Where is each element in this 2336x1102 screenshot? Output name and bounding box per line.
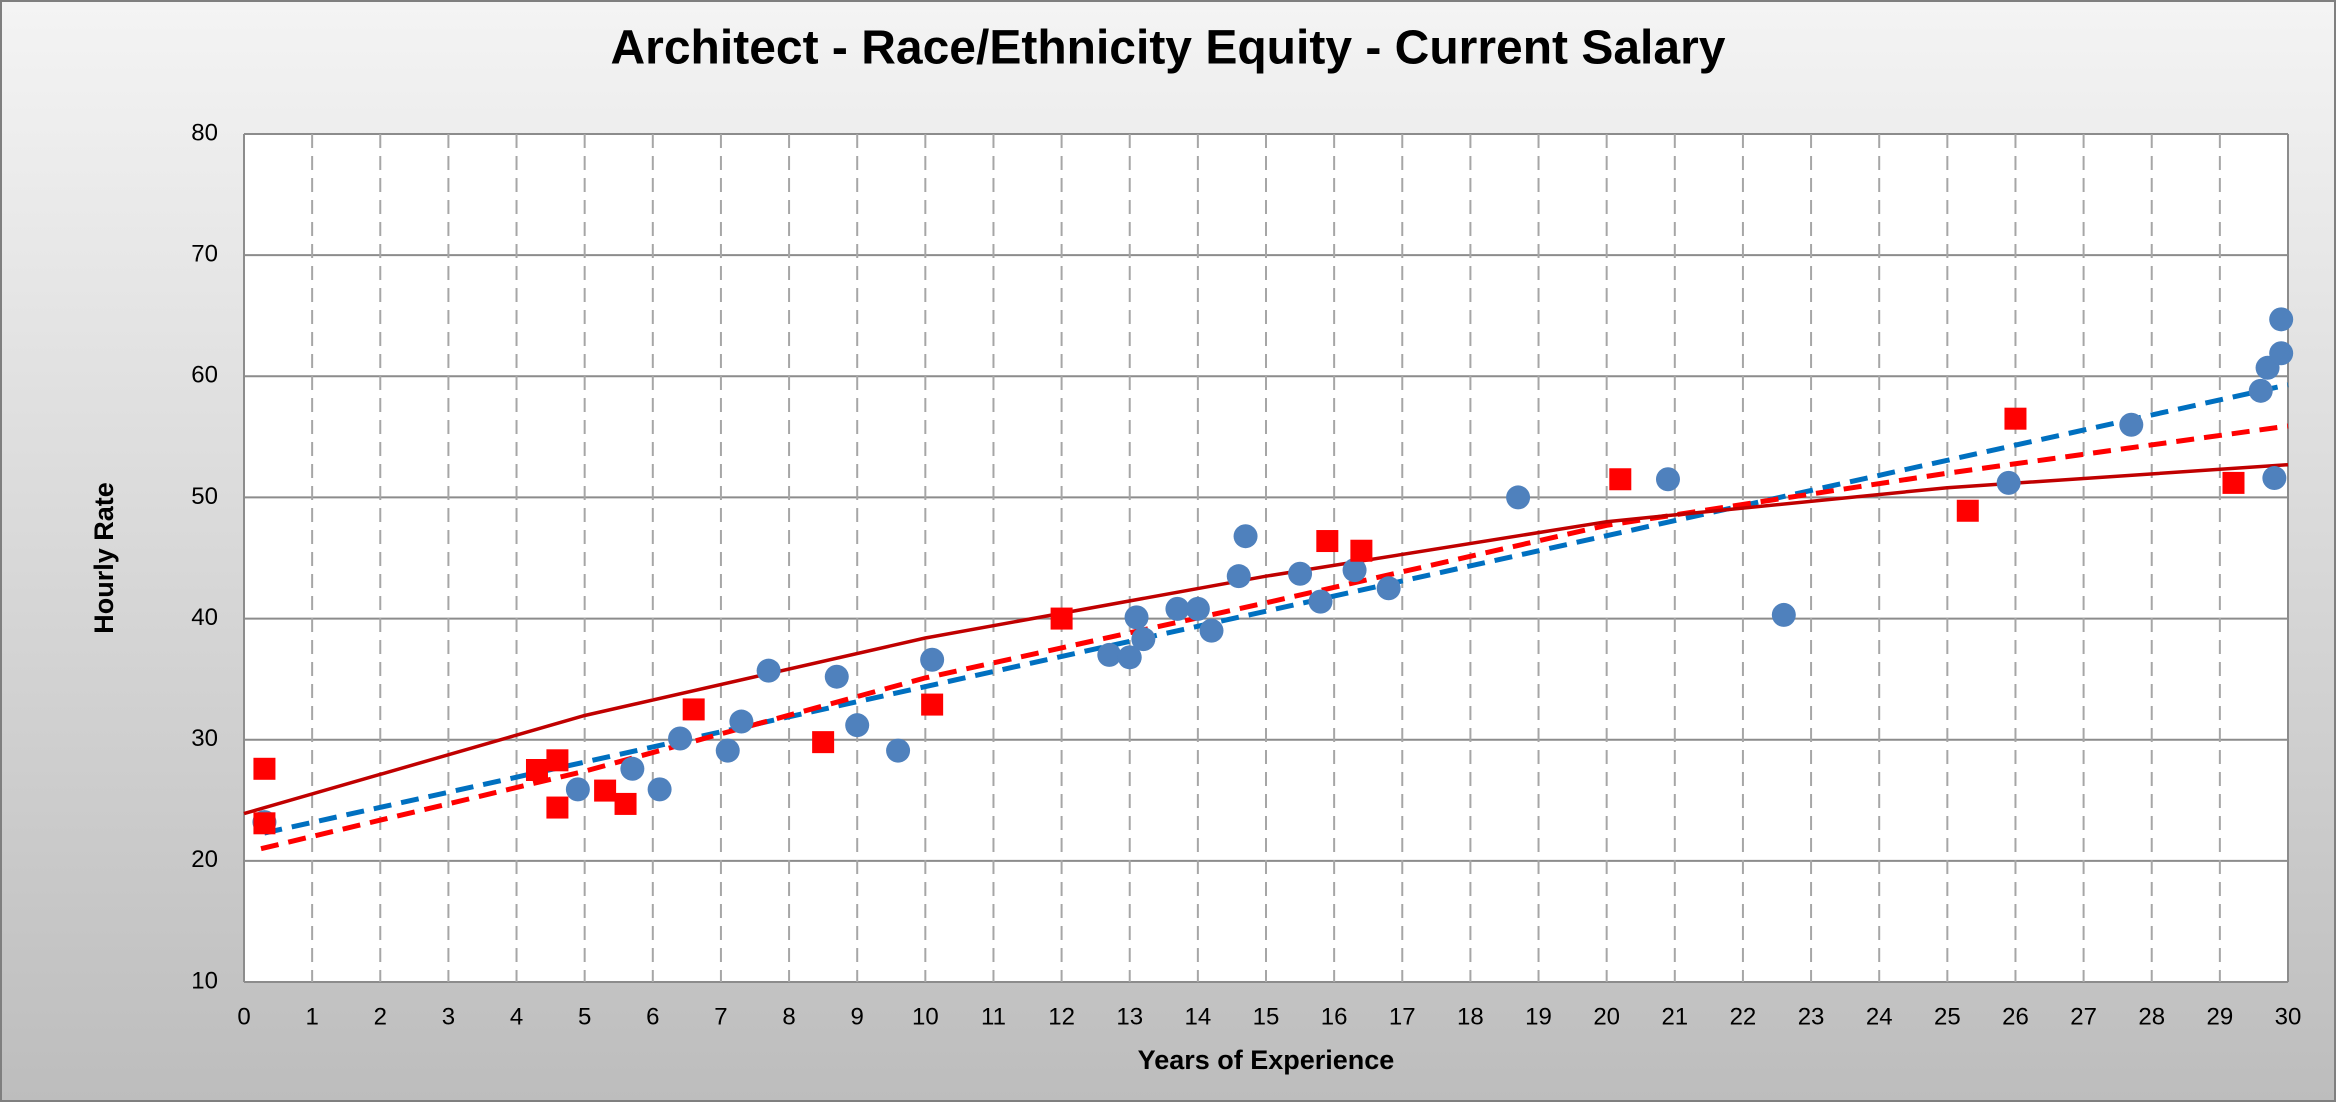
data-point: [2248, 378, 2273, 403]
trend-line: [243, 462, 2289, 816]
data-point: [729, 709, 754, 734]
data-point: [824, 664, 849, 689]
x-tick-label: 30: [2275, 1003, 2302, 1030]
data-point: [1350, 539, 1373, 562]
x-tick-label: 17: [1389, 1003, 1416, 1030]
data-point: [620, 756, 645, 781]
data-point: [647, 777, 672, 802]
x-tick-label: 26: [2002, 1003, 2029, 1030]
trend-line: [263, 382, 2289, 836]
y-tick-label: 20: [191, 846, 218, 873]
y-tick-label: 50: [191, 483, 218, 510]
y-tick-label: 70: [191, 240, 218, 267]
data-point: [594, 779, 617, 802]
x-tick-label: 9: [851, 1003, 864, 1030]
x-tick-label: 25: [1934, 1003, 1961, 1030]
data-point: [525, 759, 548, 781]
data-point: [1050, 607, 1073, 630]
data-point: [546, 749, 569, 772]
x-axis-title: Years of Experience: [1138, 1045, 1395, 1075]
data-point: [1771, 602, 1796, 627]
data-point: [1131, 627, 1156, 652]
marks: [243, 307, 2294, 852]
x-tick-label: 2: [374, 1003, 387, 1030]
x-tick-label: 18: [1457, 1003, 1484, 1030]
y-tick-label: 30: [191, 725, 218, 752]
x-tick-label: 4: [510, 1003, 523, 1030]
x-tick-label: 24: [1866, 1003, 1893, 1030]
grid: [243, 133, 2289, 983]
data-point: [1956, 499, 1979, 522]
x-tick-label: 27: [2070, 1003, 2097, 1030]
data-point: [2222, 471, 2245, 494]
data-point: [1342, 558, 1367, 583]
data-point: [1117, 645, 1142, 670]
x-tick-label: 1: [305, 1003, 318, 1030]
data-point: [1165, 596, 1190, 621]
y-tick-label: 10: [191, 967, 218, 994]
data-point: [1288, 561, 1313, 586]
x-tick-label: 10: [912, 1003, 939, 1030]
data-point: [1376, 576, 1401, 601]
data-point: [668, 726, 693, 751]
data-point: [921, 693, 944, 716]
x-tick-label: 6: [646, 1003, 659, 1030]
x-tick-label: 5: [578, 1003, 591, 1030]
y-axis-title: Hourly Rate: [89, 482, 119, 634]
x-tick-label: 8: [782, 1003, 795, 1030]
data-point: [920, 647, 945, 672]
x-tick-label: 21: [1661, 1003, 1688, 1030]
y-tick-label: 60: [191, 362, 218, 389]
data-point: [1124, 605, 1149, 630]
y-tick-label: 80: [191, 119, 218, 146]
data-point: [253, 812, 276, 835]
data-point: [546, 796, 569, 819]
x-tick-label: 16: [1321, 1003, 1348, 1030]
x-tick-label: 28: [2138, 1003, 2165, 1030]
x-tick-label: 7: [714, 1003, 727, 1030]
data-point: [1308, 589, 1333, 614]
data-point: [845, 713, 870, 738]
data-point: [2269, 307, 2294, 332]
x-tick-label: 12: [1048, 1003, 1075, 1030]
data-point: [1185, 596, 1210, 621]
x-tick-label: 0: [237, 1003, 250, 1030]
data-point: [715, 738, 740, 763]
data-point: [565, 777, 590, 802]
x-tick-label: 15: [1253, 1003, 1280, 1030]
data-point: [682, 698, 705, 721]
data-point: [2269, 341, 2294, 366]
x-tick-label: 20: [1593, 1003, 1620, 1030]
x-tick-label: 29: [2207, 1003, 2234, 1030]
x-tick-label: 13: [1116, 1003, 1143, 1030]
data-point: [1233, 524, 1258, 549]
data-point: [1097, 642, 1122, 667]
data-point: [2262, 466, 2287, 491]
x-tick-label: 3: [442, 1003, 455, 1030]
data-point: [2004, 407, 2027, 430]
x-tick-label: 11: [981, 1003, 1006, 1030]
x-tick-label: 22: [1730, 1003, 1757, 1030]
x-tick-label: 19: [1525, 1003, 1552, 1030]
data-point: [1506, 485, 1531, 510]
data-point: [812, 731, 835, 754]
data-point: [1609, 468, 1632, 491]
x-tick-label: 14: [1185, 1003, 1212, 1030]
data-point: [756, 658, 781, 683]
x-tick-label: 23: [1798, 1003, 1825, 1030]
data-point: [253, 757, 276, 780]
data-point: [886, 738, 911, 763]
data-point: [2119, 412, 2144, 437]
y-tick-label: 40: [191, 604, 218, 631]
data-point: [614, 792, 637, 815]
data-point: [1996, 470, 2021, 495]
data-point: [1199, 618, 1224, 643]
data-point: [1316, 530, 1339, 553]
data-point: [1655, 467, 1680, 492]
chart-title: Architect - Race/Ethnicity Equity - Curr…: [611, 22, 1726, 75]
data-point: [1226, 564, 1251, 589]
